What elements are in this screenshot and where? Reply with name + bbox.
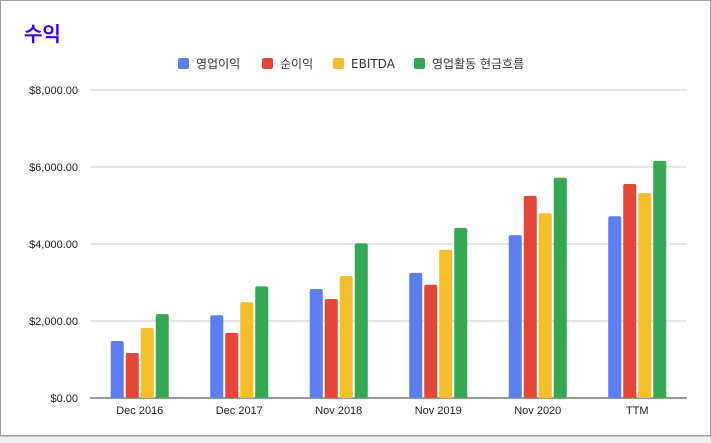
bar — [553, 177, 567, 398]
bar — [354, 243, 368, 398]
bar — [339, 275, 353, 398]
x-tick-label: Nov 2020 — [514, 405, 561, 417]
bar — [439, 249, 453, 398]
x-tick-label: Dec 2017 — [216, 405, 263, 417]
bar — [309, 289, 323, 398]
legend-label: 순이익 — [280, 57, 313, 71]
legend-swatch — [414, 58, 425, 69]
y-axis-labels: $0.00 $2,000.00 $4,000.00 $6,000.00 $8,000.0… — [29, 85, 78, 405]
bar — [324, 299, 338, 398]
bar — [623, 183, 637, 398]
bar — [240, 302, 254, 398]
bar — [508, 235, 522, 398]
x-tick-label: TTM — [626, 405, 649, 417]
bar — [523, 195, 537, 398]
chart-title: 수익 — [24, 22, 61, 46]
y-tick-label: $6,000.00 — [29, 162, 78, 174]
y-tick-label: $0.00 — [50, 393, 78, 405]
legend-swatch — [333, 58, 344, 69]
bar — [538, 213, 552, 398]
legend-swatch — [178, 58, 189, 69]
legend-swatch — [262, 58, 273, 69]
bar — [424, 284, 438, 398]
bar — [255, 286, 269, 398]
bar — [225, 332, 239, 398]
y-tick-label: $4,000.00 — [29, 239, 78, 251]
gridlines — [90, 89, 687, 399]
legend-label: 영업이익 — [196, 57, 240, 71]
y-tick-label: $8,000.00 — [29, 85, 78, 97]
bar — [608, 216, 622, 398]
bar — [638, 193, 652, 398]
x-tick-label: Nov 2018 — [315, 405, 362, 417]
bars — [110, 160, 667, 398]
y-tick-label: $2,000.00 — [29, 316, 78, 328]
bar — [653, 160, 667, 398]
bar — [210, 315, 224, 398]
bar — [454, 227, 468, 398]
x-axis-labels: Dec 2016 Dec 2017 Nov 2018 Nov 2019 Nov 2020… — [116, 405, 648, 417]
x-tick-label: Nov 2019 — [415, 405, 462, 417]
legend-label: EBITDA — [351, 57, 396, 71]
legend: 영업이익 순이익 EBITDA 영업활동 현금흐름 — [178, 57, 524, 71]
bar — [125, 352, 139, 398]
bar — [110, 341, 124, 398]
legend-label: 영업활동 현금흐름 — [432, 57, 524, 71]
bottom-strip — [0, 436, 711, 443]
bar — [155, 314, 169, 398]
bar — [140, 327, 154, 398]
bar — [409, 272, 423, 398]
x-tick-label: Dec 2016 — [116, 405, 163, 417]
